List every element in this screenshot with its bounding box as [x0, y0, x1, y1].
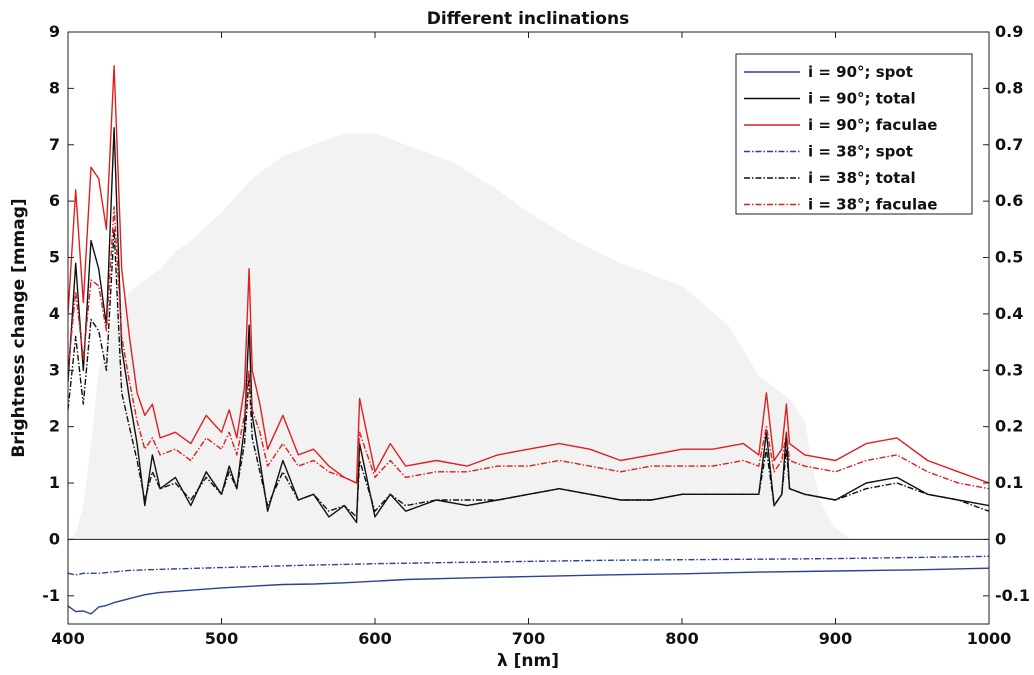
y-tick-label: 0 [49, 529, 60, 548]
y2-tick-label: 0.8 [995, 78, 1023, 97]
y-tick-label: 2 [49, 417, 60, 436]
y-tick-label: 7 [49, 135, 60, 154]
y-tick-label: 4 [49, 304, 60, 323]
y2-tick-label: 0.6 [995, 191, 1023, 210]
y2-tick-label: 0.1 [995, 473, 1023, 492]
y-tick-label: 6 [49, 191, 60, 210]
x-tick-label: 600 [358, 629, 391, 648]
legend-label-5: i = 38°; total [808, 169, 916, 187]
series-line-1 [68, 567, 989, 615]
legend-box [735, 53, 973, 215]
y-tick-label: 3 [49, 360, 60, 379]
x-tick-label: 500 [205, 629, 238, 648]
x-tick-label: 900 [819, 629, 852, 648]
y2-tick-label: 0.9 [995, 22, 1023, 41]
series-line-5 [68, 228, 989, 518]
y-tick-label: 9 [49, 22, 60, 41]
x-tick-label: 800 [665, 629, 698, 648]
y-tick-label: -1 [42, 586, 60, 605]
y2-tick-label: -0.1 [995, 586, 1030, 605]
series-line-6 [68, 206, 989, 490]
filter-area [68, 133, 867, 540]
legend-label-4: i = 38°; spot [808, 143, 913, 161]
x-tick-label: 400 [51, 629, 84, 648]
chart-title: Different inclinations [427, 9, 629, 29]
legend-label-2: i = 90°; total [808, 90, 916, 108]
legend-label-1: i = 90°; spot [808, 63, 913, 81]
legend: i = 90°; spot i = 90°; total i = 90°; facu… [735, 53, 973, 215]
x-axis-label: λ [nm] [497, 651, 559, 671]
x-tick-label: 1000 [967, 629, 1012, 648]
legend-label-6: i = 38°; faculae [808, 196, 937, 214]
y-tick-label: 1 [49, 473, 60, 492]
y2-tick-label: 0.7 [995, 135, 1023, 154]
series-line-4 [68, 555, 989, 576]
y-tick-label: 5 [49, 248, 60, 267]
y-tick-label: 8 [49, 78, 60, 97]
x-tick-label: 700 [512, 629, 545, 648]
y2-tick-label: 0 [995, 529, 1006, 548]
y-axis-label: Brightness change [mmag] [9, 198, 29, 457]
legend-label-3: i = 90°; faculae [808, 116, 937, 134]
y2-tick-label: 0.2 [995, 417, 1023, 436]
y2-tick-label: 0.4 [995, 304, 1023, 323]
y2-tick-label: 0.5 [995, 248, 1023, 267]
y2-tick-label: 0.3 [995, 360, 1023, 379]
